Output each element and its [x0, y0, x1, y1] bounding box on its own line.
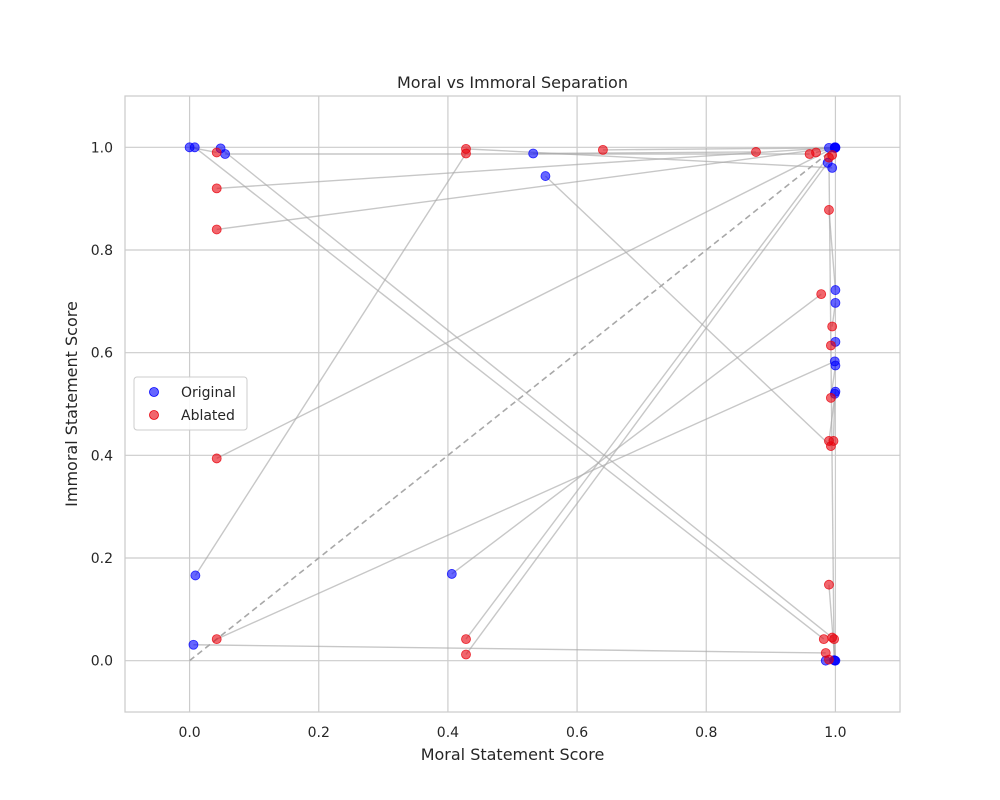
diagonal-reference-line: [189, 146, 836, 662]
point-original: [189, 142, 200, 153]
y-axis-label: Immoral Statement Score: [62, 301, 81, 507]
point-ablated: [824, 579, 834, 590]
x-tick-label: 1.0: [824, 725, 846, 741]
connection-line: [194, 146, 825, 640]
legend-marker-original: [149, 387, 159, 397]
connection-line: [602, 147, 836, 151]
point-ablated: [825, 392, 836, 403]
point-original: [188, 639, 199, 650]
point-ablated: [598, 144, 608, 155]
x-tick-label: 0.4: [437, 725, 459, 741]
point-ablated: [824, 205, 834, 215]
point-ablated: [211, 634, 222, 645]
point-original: [540, 171, 551, 181]
connection-line: [216, 146, 836, 460]
point-ablated: [461, 148, 471, 159]
connection-line: [533, 151, 756, 155]
point-original: [830, 285, 841, 295]
legend-box: [133, 376, 248, 431]
x-tick-label: 0.2: [308, 725, 330, 741]
connection-line: [216, 147, 830, 190]
connection-line: [216, 360, 836, 640]
connection-line: [465, 148, 833, 169]
point-ablated: [811, 147, 821, 158]
point-original: [220, 149, 231, 159]
point-original: [528, 148, 539, 159]
legend-label-original: Original: [181, 385, 236, 401]
connection-lines: [189, 146, 837, 662]
connection-line: [216, 146, 836, 231]
point-original: [830, 297, 841, 308]
point-ablated: [211, 224, 222, 235]
connection-line: [544, 175, 832, 447]
point-ablated: [751, 147, 761, 157]
point-ablated: [818, 634, 829, 645]
point-ablated: [211, 453, 222, 464]
connection-line: [451, 293, 822, 575]
legend-marker-ablated: [149, 410, 159, 420]
data-points: [184, 142, 841, 666]
tick-labels: 0.0 0.2 0.4 0.6 0.8 1.0 0.0 0.2 0.4 0.6 0.8 1.0: [91, 140, 847, 741]
point-ablated: [824, 654, 834, 665]
x-tick-label: 0.8: [695, 725, 717, 741]
point-ablated: [461, 649, 471, 660]
point-ablated: [461, 634, 471, 645]
chart-title: Moral vs Immoral Separation: [397, 73, 628, 92]
point-original: [446, 569, 457, 579]
point-ablated: [829, 634, 840, 645]
point-ablated: [825, 340, 836, 351]
y-tick-label: 0.2: [91, 551, 113, 567]
y-tick-label: 1.0: [91, 140, 113, 156]
diagonal-line: [189, 146, 836, 662]
y-tick-label: 0.4: [91, 448, 113, 464]
connection-line: [465, 162, 829, 655]
point-original: [827, 162, 838, 173]
y-tick-label: 0.6: [91, 346, 113, 362]
legend-label-ablated: Ablated: [181, 408, 235, 424]
x-axis-label: Moral Statement Score: [421, 745, 605, 764]
connection-line: [832, 393, 836, 441]
gridlines: [125, 96, 900, 712]
connection-line: [220, 147, 833, 639]
point-ablated: [211, 147, 222, 158]
connection-line: [194, 153, 467, 576]
point-ablated: [825, 441, 836, 451]
connection-line: [465, 147, 836, 640]
connection-line: [828, 157, 835, 661]
point-ablated: [827, 150, 838, 160]
point-ablated: [827, 321, 838, 332]
point-original: [190, 570, 201, 581]
connection-line: [193, 644, 826, 654]
plot-frame: [124, 95, 901, 713]
x-tick-label: 0.6: [566, 725, 588, 741]
legend: Original Ablated: [133, 376, 248, 431]
x-tick-label: 0.0: [178, 725, 200, 741]
point-ablated: [211, 183, 222, 194]
y-tick-label: 0.8: [91, 243, 113, 259]
y-tick-label: 0.0: [91, 654, 113, 670]
point-original: [830, 360, 841, 371]
point-ablated: [816, 289, 827, 300]
